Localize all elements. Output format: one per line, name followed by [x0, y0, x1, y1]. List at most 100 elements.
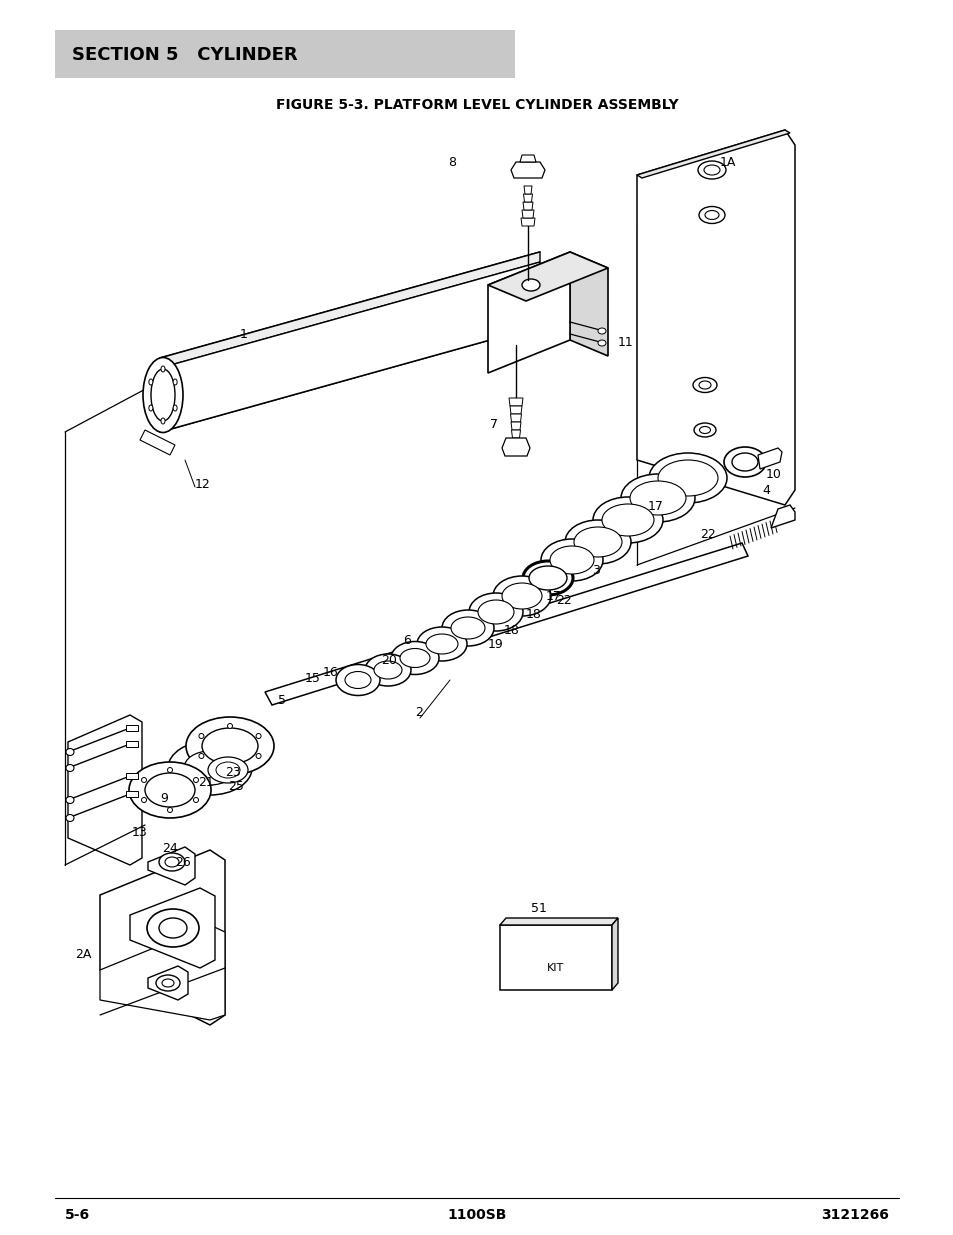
Polygon shape [126, 790, 138, 797]
Ellipse shape [129, 762, 211, 818]
Ellipse shape [731, 453, 758, 471]
Ellipse shape [66, 815, 74, 821]
Ellipse shape [593, 496, 662, 543]
Polygon shape [511, 430, 520, 438]
Text: 5: 5 [277, 694, 286, 706]
Ellipse shape [723, 447, 765, 477]
Ellipse shape [199, 734, 204, 739]
Text: 2A: 2A [75, 948, 91, 962]
Ellipse shape [172, 405, 177, 411]
Text: 1100SB: 1100SB [447, 1208, 506, 1221]
Text: 1: 1 [240, 329, 248, 342]
Polygon shape [612, 918, 618, 990]
Text: 15: 15 [305, 672, 320, 684]
Polygon shape [130, 888, 214, 968]
Text: 1A: 1A [720, 156, 736, 168]
Ellipse shape [145, 773, 194, 806]
Text: FIGURE 5-3. PLATFORM LEVEL CYLINDER ASSEMBLY: FIGURE 5-3. PLATFORM LEVEL CYLINDER ASSE… [275, 98, 678, 112]
Polygon shape [488, 252, 569, 373]
Ellipse shape [692, 378, 717, 393]
Ellipse shape [156, 974, 180, 990]
Polygon shape [521, 210, 534, 219]
Ellipse shape [161, 366, 165, 372]
Polygon shape [510, 406, 521, 414]
Ellipse shape [199, 753, 204, 758]
Text: 13: 13 [132, 825, 148, 839]
Text: 11: 11 [618, 336, 633, 348]
Ellipse shape [151, 369, 174, 421]
Ellipse shape [540, 538, 602, 580]
Ellipse shape [335, 664, 379, 695]
Text: 8: 8 [448, 156, 456, 168]
Text: 26: 26 [174, 856, 191, 868]
Ellipse shape [208, 757, 248, 783]
Polygon shape [520, 219, 535, 226]
Ellipse shape [598, 340, 605, 346]
Text: 4: 4 [761, 483, 769, 496]
Ellipse shape [648, 453, 726, 503]
Ellipse shape [168, 767, 172, 773]
Ellipse shape [227, 763, 233, 768]
Polygon shape [569, 252, 607, 356]
Text: 17: 17 [647, 500, 663, 514]
Polygon shape [758, 448, 781, 469]
Ellipse shape [255, 734, 261, 739]
Text: 18: 18 [525, 608, 541, 620]
Ellipse shape [620, 474, 695, 522]
Ellipse shape [159, 918, 187, 939]
Ellipse shape [416, 627, 467, 661]
Ellipse shape [365, 655, 411, 685]
Polygon shape [160, 252, 539, 368]
Ellipse shape [441, 610, 494, 646]
Ellipse shape [477, 600, 514, 624]
Ellipse shape [469, 593, 522, 631]
Polygon shape [126, 725, 138, 731]
Ellipse shape [704, 210, 719, 220]
Polygon shape [499, 925, 612, 990]
Polygon shape [140, 430, 174, 454]
Polygon shape [511, 162, 544, 178]
Text: 12: 12 [194, 478, 211, 490]
Polygon shape [770, 505, 794, 529]
Ellipse shape [66, 764, 74, 772]
Ellipse shape [693, 424, 716, 437]
Text: 20: 20 [380, 653, 396, 667]
Text: 24: 24 [162, 841, 177, 855]
Polygon shape [499, 918, 618, 925]
Polygon shape [148, 847, 194, 885]
Ellipse shape [550, 546, 594, 574]
Ellipse shape [501, 583, 541, 609]
Ellipse shape [399, 648, 430, 667]
Text: 2: 2 [415, 705, 422, 719]
Ellipse shape [162, 979, 173, 987]
Ellipse shape [193, 798, 198, 803]
Ellipse shape [493, 576, 551, 616]
Ellipse shape [629, 480, 685, 515]
Ellipse shape [391, 641, 438, 674]
Ellipse shape [227, 724, 233, 729]
Ellipse shape [699, 382, 710, 389]
Polygon shape [637, 130, 794, 505]
Bar [55, 30, 515, 78]
Ellipse shape [345, 672, 371, 688]
Ellipse shape [149, 405, 152, 411]
Text: 3121266: 3121266 [821, 1208, 888, 1221]
Ellipse shape [186, 718, 274, 776]
Ellipse shape [601, 504, 654, 536]
Text: 9: 9 [160, 792, 168, 804]
Polygon shape [160, 262, 539, 432]
Polygon shape [637, 130, 789, 178]
Ellipse shape [374, 661, 401, 679]
Ellipse shape [202, 727, 257, 764]
Ellipse shape [193, 778, 198, 783]
Ellipse shape [703, 165, 720, 175]
Ellipse shape [522, 561, 573, 595]
Polygon shape [100, 925, 225, 1020]
Ellipse shape [598, 329, 605, 333]
Ellipse shape [215, 762, 240, 778]
Ellipse shape [165, 857, 179, 867]
Text: 23: 23 [225, 766, 240, 778]
Polygon shape [501, 438, 530, 456]
Ellipse shape [699, 206, 724, 224]
Ellipse shape [564, 520, 630, 564]
